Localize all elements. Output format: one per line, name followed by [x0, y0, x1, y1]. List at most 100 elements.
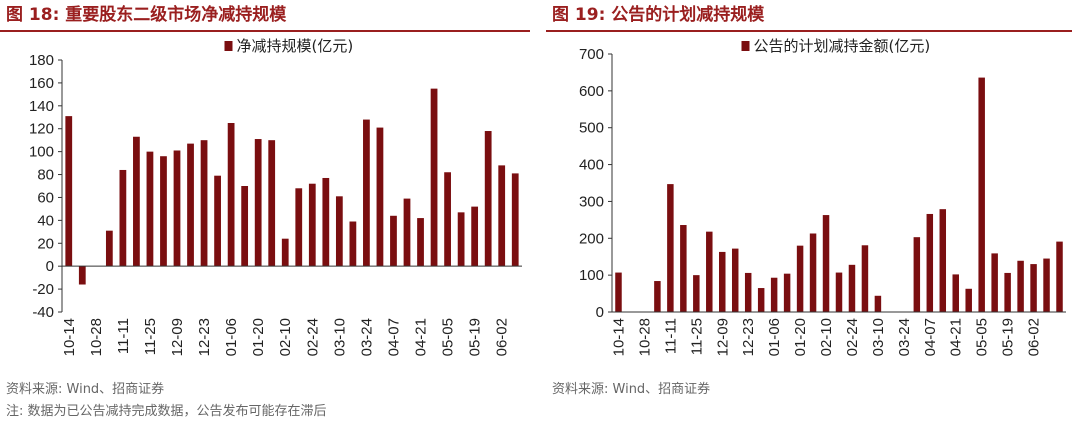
bar	[654, 281, 661, 312]
bar	[667, 184, 674, 312]
bar	[965, 288, 972, 312]
bar	[457, 212, 465, 267]
x-tick-label: 11-25	[688, 318, 705, 355]
bar	[173, 150, 181, 267]
bar	[822, 215, 830, 312]
x-tick-label: 03-24	[896, 318, 913, 356]
legend-label: 公告的计划减持金额(亿元)	[754, 37, 931, 55]
bar	[444, 172, 451, 267]
x-tick-label: 06-02	[494, 318, 511, 356]
bar	[861, 245, 869, 312]
bar	[848, 264, 856, 312]
bar	[913, 237, 921, 312]
chart-title: 图 18: 重要股东二级市场净减持规模	[6, 5, 287, 25]
bar	[744, 272, 752, 312]
x-tick-label: 01-20	[792, 318, 809, 356]
y-tick-label: 20	[37, 235, 54, 252]
y-tick-label: 140	[29, 98, 54, 115]
x-tick-label: 12-23	[740, 318, 757, 356]
x-tick-label: 11-25	[142, 318, 159, 355]
x-tick-label: 05-19	[467, 318, 484, 356]
planned-reduction-bar-chart: 0 100 200 300 400 500 600 700 10-14 10-28 11-11 11-…	[579, 37, 1066, 356]
bar	[991, 253, 998, 312]
bar	[680, 225, 687, 312]
bar	[105, 230, 113, 267]
bar	[1056, 241, 1063, 312]
x-tick-label: 10-28	[636, 318, 653, 356]
source-note: 资料来源: Wind、招商证券	[552, 382, 711, 397]
right-chart-panel: 图 19: 公告的计划减持规模 0 100 200 300 400 500 600 700 10…	[546, 0, 1080, 421]
bar	[227, 123, 235, 267]
bar	[835, 272, 843, 312]
bar	[498, 165, 506, 267]
x-tick-label: 02-24	[304, 318, 321, 356]
x-tick-label: 06-02	[1026, 318, 1043, 356]
chart-title: 图 19: 公告的计划减持规模	[552, 5, 765, 25]
bar	[133, 136, 140, 267]
x-tick-label: 05-05	[440, 318, 457, 356]
x-tick-label: 01-06	[766, 318, 783, 356]
x-tick-label: 01-20	[250, 318, 267, 356]
bar	[254, 139, 262, 267]
y-tick-label: 180	[29, 52, 54, 69]
left-chart-panel: 图 18: 重要股东二级市场净减持规模 -40 -20 0 20 40 60 80 100 12…	[0, 5, 530, 419]
x-tick-label: 12-23	[196, 318, 213, 356]
y-tick-label: 100	[579, 267, 604, 284]
bar	[719, 251, 726, 312]
bar	[403, 198, 411, 267]
x-tick-label: 05-19	[1000, 318, 1017, 356]
legend-swatch	[224, 41, 233, 51]
bar	[511, 173, 519, 267]
bar	[268, 140, 276, 267]
bar	[471, 206, 479, 267]
y-tick-label: 40	[37, 212, 54, 229]
y-tick-label: 0	[46, 258, 54, 275]
bar	[160, 156, 167, 267]
bar	[119, 169, 127, 267]
y-tick-label: 80	[37, 167, 54, 184]
bar	[295, 188, 303, 267]
bar	[731, 248, 739, 312]
bar	[809, 233, 817, 312]
x-tick-label: 04-07	[922, 318, 939, 356]
bar	[693, 275, 700, 312]
x-tick-label: 10-14	[610, 318, 627, 356]
bar	[417, 218, 424, 267]
y-tick-label: 700	[579, 46, 604, 63]
source-note: 资料来源: Wind、招商证券	[6, 382, 165, 397]
bar	[978, 77, 985, 313]
bar	[430, 88, 438, 267]
y-tick-label: 400	[579, 157, 604, 174]
net-reduction-bar-chart: -40 -20 0 20 40 60 80 100 120 140 160 180 10-14 10-28…	[29, 37, 522, 356]
bar	[1043, 258, 1050, 312]
bar	[770, 277, 778, 312]
bar	[939, 209, 947, 312]
x-tick-label: 10-14	[61, 318, 78, 356]
bar	[874, 295, 882, 312]
x-tick-label: 02-24	[844, 318, 861, 356]
x-tick-label: 01-06	[223, 318, 240, 356]
bar	[241, 186, 249, 267]
y-tick-label: -20	[32, 281, 54, 298]
x-tick-label: 02-10	[818, 318, 835, 356]
y-tick-label: 160	[29, 75, 54, 92]
x-tick-label: 12-09	[169, 318, 186, 356]
x-tick-label: 03-10	[870, 318, 887, 356]
x-tick-label: 12-09	[714, 318, 731, 356]
bar	[335, 196, 343, 267]
bar	[615, 272, 622, 312]
bar	[1017, 260, 1024, 312]
bar	[65, 116, 73, 267]
x-tick-label: 04-21	[413, 318, 430, 356]
bar	[281, 238, 289, 267]
bar	[390, 215, 397, 267]
title-divider	[546, 30, 1072, 32]
bar	[926, 213, 934, 312]
bar	[349, 221, 357, 267]
bar	[187, 143, 194, 267]
bar	[484, 131, 492, 267]
bar	[78, 266, 86, 285]
bar	[1004, 272, 1011, 312]
title-divider	[0, 30, 530, 32]
bar	[214, 175, 221, 267]
